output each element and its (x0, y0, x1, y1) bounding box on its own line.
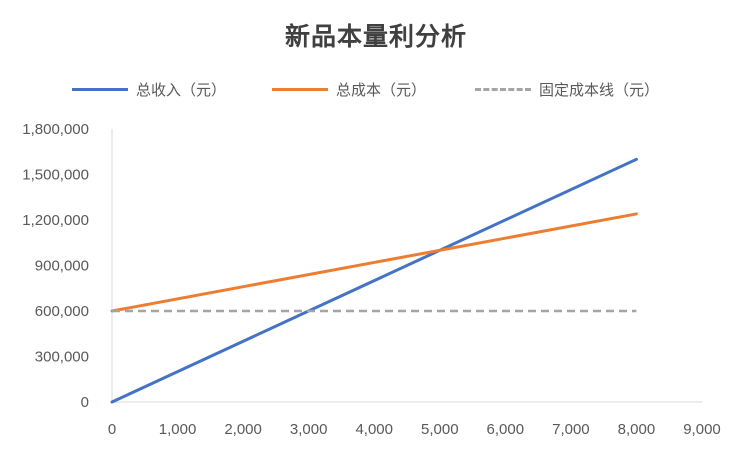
x-tick-label: 5,000 (421, 421, 459, 438)
legend-label-fixed-cost: 固定成本线（元） (539, 80, 660, 99)
legend-item-revenue: 总收入（元） (72, 76, 226, 102)
legend-swatch-revenue (72, 87, 128, 91)
y-tick-label: 600,000 (35, 303, 89, 320)
y-tick-label: 0 (81, 394, 89, 411)
y-tick-label: 1,800,000 (22, 121, 89, 138)
legend-item-fixed-cost: 固定成本线（元） (475, 76, 659, 102)
x-tick-label: 9,000 (683, 421, 721, 438)
y-tick-label: 1,200,000 (22, 212, 89, 229)
x-tick-label: 6,000 (487, 421, 525, 438)
y-tick-label: 300,000 (35, 349, 89, 366)
legend-swatch-fixed-cost (475, 87, 531, 91)
legend: 总收入（元） 总成本（元） 固定成本线（元） (0, 76, 752, 102)
chart-title: 新品本量利分析 (284, 22, 467, 51)
legend-swatch-total-cost (272, 87, 328, 91)
x-tick-label: 8,000 (618, 421, 656, 438)
x-tick-label: 7,000 (552, 421, 590, 438)
x-tick-label: 2,000 (224, 421, 262, 438)
series-line-total-cost (110, 212, 638, 313)
x-tick-label: 0 (108, 421, 116, 438)
y-tick-label: 1,500,000 (22, 167, 89, 184)
legend-item-total-cost: 总成本（元） (272, 76, 426, 102)
series-line-revenue (110, 157, 638, 404)
x-tick-label: 1,000 (159, 421, 197, 438)
x-tick-label: 3,000 (290, 421, 328, 438)
y-tick-label: 900,000 (35, 258, 89, 275)
legend-label-total-cost: 总成本（元） (336, 80, 427, 99)
legend-label-revenue: 总收入（元） (136, 80, 227, 99)
x-tick-label: 4,000 (355, 421, 393, 438)
